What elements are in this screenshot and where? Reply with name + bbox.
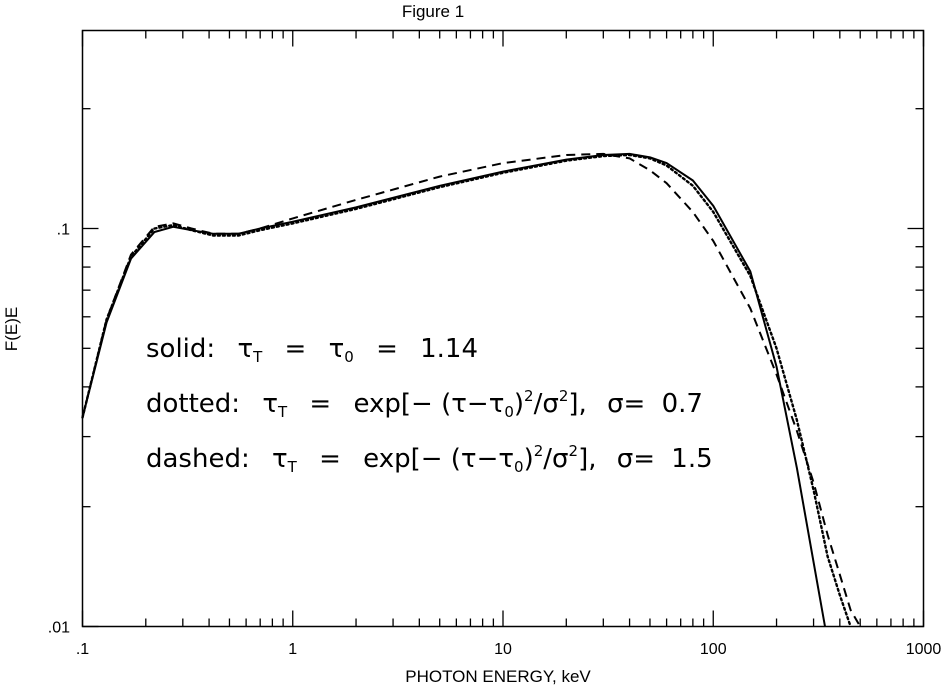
equals-sign: = xyxy=(376,334,398,364)
annotation-dashed-prefix: dashed: xyxy=(146,444,250,474)
series-dotted-line xyxy=(81,153,852,628)
svg-text:dotted: τT =: dotted: τT = exp[− (τ−τ0)2/σ2], σ= 0.7 xyxy=(146,387,703,424)
superscript-2: 2 xyxy=(559,387,569,405)
x-tick-label: 1 xyxy=(288,641,297,658)
y-tick-label: .01 xyxy=(48,620,70,637)
chart-title: Figure 1 xyxy=(402,2,464,21)
series-group xyxy=(81,152,862,628)
subscript-0: 0 xyxy=(344,348,354,366)
subscript-T: T xyxy=(252,348,263,366)
annotation-solid-value: 1.14 xyxy=(420,334,478,364)
equals-sign: = xyxy=(309,389,331,419)
exp-expression: exp[− (τ−τ xyxy=(363,444,514,474)
svg-text:solid: τT =: solid: τT = τ0 = 1.14 xyxy=(146,334,478,369)
axis-ticks xyxy=(81,30,925,628)
equals-sign: = xyxy=(319,444,341,474)
y-tick-label: .1 xyxy=(57,222,70,239)
x-tick-label: .1 xyxy=(76,641,89,658)
tau-symbol: τ xyxy=(329,334,345,364)
sigma-equals: σ= xyxy=(617,444,664,474)
bracket-close: ], xyxy=(578,444,596,474)
exp-expression: exp[− (τ−τ xyxy=(353,389,504,419)
annotation-solid: solid: τT = τ0 = 1.14 xyxy=(146,334,478,369)
series-dashed-line xyxy=(81,152,862,628)
x-tick-label: 100 xyxy=(700,641,727,658)
series-solid-line xyxy=(81,152,826,627)
annotation-solid-prefix: solid: xyxy=(146,334,215,364)
svg-text:dashed: τT =: dashed: τT = exp[− (τ−τ0)2/σ2], σ= 1.5 xyxy=(146,442,713,479)
tau-symbol: τ xyxy=(272,444,288,474)
x-tick-label: 1000 xyxy=(906,641,942,658)
annotation-dotted-sigma: 0.7 xyxy=(662,389,703,419)
tau-symbol: τ xyxy=(262,389,278,419)
subscript-T: T xyxy=(287,458,298,476)
close-paren: ) xyxy=(524,444,534,474)
superscript-2: 2 xyxy=(569,442,579,460)
annotation-dotted: dotted: τT = exp[− (τ−τ0)2/σ2], σ= 0.7 xyxy=(146,387,703,424)
x-tick-label: 10 xyxy=(494,641,512,658)
tau-symbol: τ xyxy=(237,334,253,364)
superscript-2: 2 xyxy=(534,442,544,460)
annotation-dotted-prefix: dotted: xyxy=(146,389,240,419)
subscript-0: 0 xyxy=(504,403,514,421)
bracket-close: ], xyxy=(568,389,586,419)
close-paren: ) xyxy=(514,389,524,419)
subscript-0: 0 xyxy=(514,458,524,476)
annotation-dashed-sigma: 1.5 xyxy=(671,444,712,474)
axis-tick-labels: .1 1 10 100 1000 .1 .01 xyxy=(48,222,942,659)
x-axis-label: PHOTON ENERGY, keV xyxy=(405,667,591,686)
equals-sign: = xyxy=(285,334,307,364)
over-sigma: /σ xyxy=(534,389,559,419)
subscript-T: T xyxy=(277,403,288,421)
plot-frame xyxy=(81,29,925,628)
y-axis-label: F(E)E xyxy=(2,307,21,351)
superscript-2: 2 xyxy=(524,387,534,405)
sigma-equals: σ= xyxy=(607,389,654,419)
annotation-dashed: dashed: τT = exp[− (τ−τ0)2/σ2], σ= 1.5 xyxy=(146,442,713,479)
over-sigma: /σ xyxy=(543,444,568,474)
